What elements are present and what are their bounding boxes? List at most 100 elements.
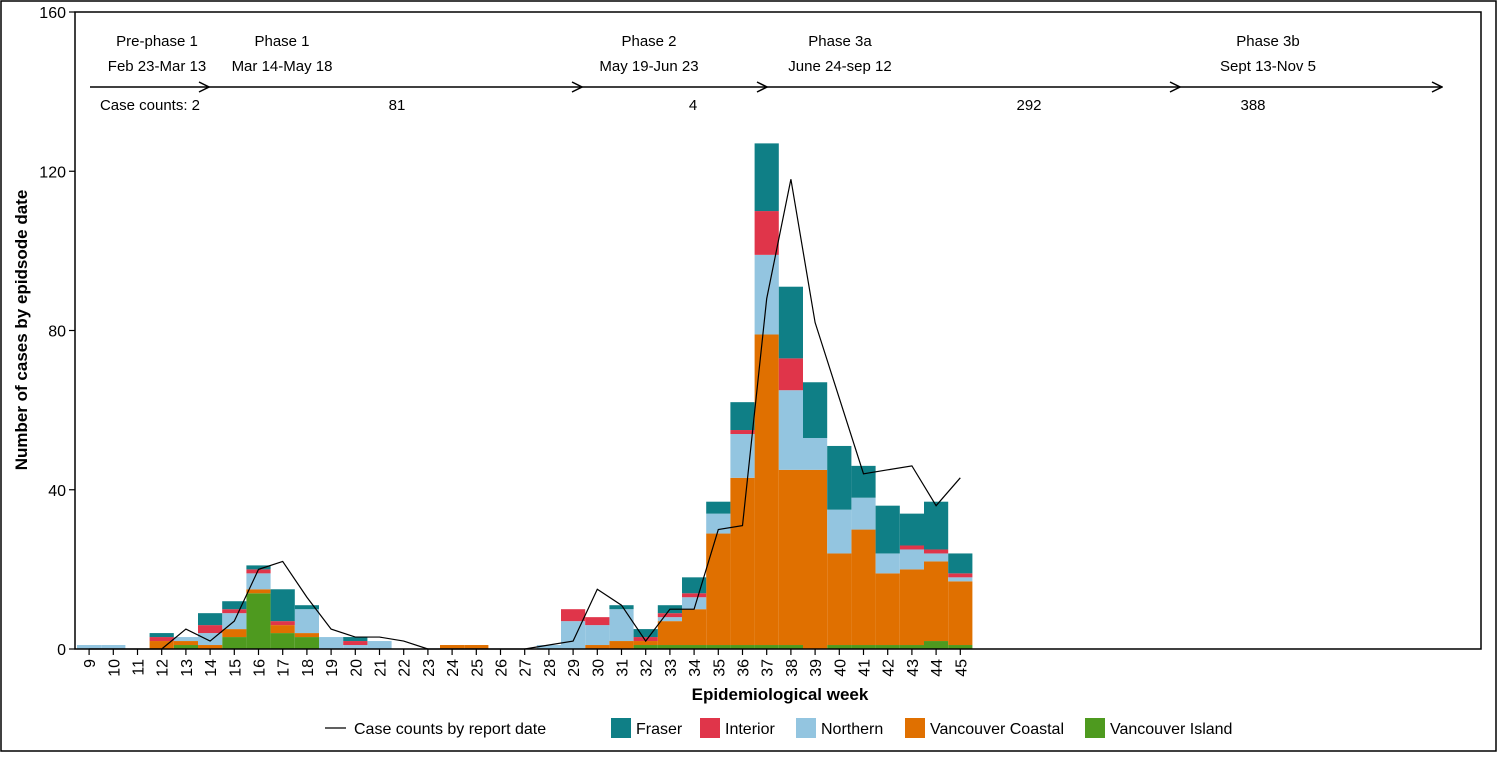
bar-fraser-week-40 [827,445,852,510]
bar-fraser-week-15 [222,601,247,610]
bar-interior-week-33 [657,613,682,618]
x-tick-label-33: 33 [663,659,680,677]
bar-vancouver-coastal-week-15 [222,629,247,638]
x-tick-label-29: 29 [566,659,583,677]
x-tick-label-34: 34 [687,659,704,677]
x-tick-label-27: 27 [518,659,535,677]
legend-key-fraser [611,718,631,738]
bar-northern-week-29 [561,621,586,649]
bar-fraser-week-38 [778,286,803,359]
bar-vancouver-coastal-week-36 [730,477,755,646]
x-tick-label-38: 38 [784,659,801,677]
bar-vancouver-island-week-32 [633,645,658,649]
y-tick-label-160: 160 [39,5,66,22]
bar-fraser-week-44 [924,501,949,550]
x-tick-label-21: 21 [373,659,390,677]
bar-interior-week-15 [222,609,247,614]
bar-fraser-week-43 [899,513,924,546]
y-tick-label-0: 0 [57,642,66,659]
x-tick-label-10: 10 [106,659,123,677]
x-tick-label-16: 16 [252,659,269,677]
bar-vancouver-island-week-37 [754,645,779,649]
bar-vancouver-island-week-38 [778,645,803,649]
phase-count-phase-2: 4 [689,97,697,114]
bar-northern-week-18 [294,609,319,634]
bar-vancouver-island-week-36 [730,645,755,649]
x-tick-label-26: 26 [494,659,511,677]
bar-fraser-week-12 [149,633,174,638]
bar-northern-week-19 [319,637,344,649]
x-tick-label-28: 28 [542,659,559,677]
x-tick-label-24: 24 [445,659,462,677]
bar-vancouver-island-week-42 [875,645,900,649]
x-tick-label-20: 20 [348,659,365,677]
bar-interior-week-30 [585,617,610,626]
x-tick-label-39: 39 [808,659,825,677]
x-tick-label-35: 35 [711,659,728,677]
legend-label-northern: Northern [821,721,883,738]
bar-interior-week-38 [778,358,803,391]
bar-fraser-week-37 [754,143,779,212]
bar-interior-week-43 [899,545,924,550]
bar-vancouver-coastal-week-39 [803,469,828,649]
bar-northern-week-41 [851,497,876,530]
x-tick-label-9: 9 [82,659,99,668]
bar-northern-week-20 [343,645,368,649]
x-tick-label-30: 30 [590,659,607,677]
bar-interior-week-14 [198,625,223,634]
phases-layer: Pre-phase 1 Feb 23-Mar 13 Case counts: 2 Ph… [90,33,1442,114]
bar-vancouver-coastal-week-41 [851,529,876,646]
bar-vancouver-coastal-week-43 [899,569,924,646]
x-tick-label-40: 40 [832,659,849,677]
phase-dates-phase-3b: Sept 13-Nov 5 [1220,58,1316,75]
bar-fraser-week-42 [875,505,900,554]
bar-northern-week-38 [778,390,803,470]
bar-fraser-week-17 [270,589,295,622]
y-axis-title: Number of cases by epidsode date [12,190,31,471]
bar-interior-week-32 [633,637,658,642]
bar-northern-week-45 [948,577,973,582]
bar-vancouver-coastal-week-32 [633,641,658,646]
bar-northern-week-9 [77,645,102,649]
bar-vancouver-coastal-week-33 [657,621,682,646]
bar-vancouver-island-week-33 [657,645,682,649]
legend-key-northern [796,718,816,738]
legend-label-line: Case counts by report date [354,721,546,738]
x-tick-label-37: 37 [760,659,777,677]
phase-name-phase-1: Phase 1 [254,33,309,50]
bar-northern-week-40 [827,509,852,554]
bar-vancouver-coastal-week-14 [198,645,223,649]
y-tick-label-40: 40 [48,483,66,500]
bar-vancouver-coastal-week-45 [948,581,973,646]
bar-vancouver-coastal-week-25 [464,645,489,649]
bar-vancouver-island-week-18 [294,637,319,649]
x-tick-label-15: 15 [227,659,244,677]
x-tick-label-32: 32 [639,659,656,677]
x-tick-label-11: 11 [131,659,148,676]
bar-northern-week-21 [367,641,392,649]
bar-northern-week-31 [609,609,634,642]
x-tick-label-25: 25 [469,659,486,677]
bar-vancouver-island-week-15 [222,637,247,649]
bar-vancouver-island-week-34 [682,645,707,649]
x-tick-label-13: 13 [179,659,196,677]
legend-key-vancouver-coastal [905,718,925,738]
bar-interior-week-34 [682,593,707,598]
x-tick-label-44: 44 [929,659,946,677]
y-tick-label-80: 80 [48,324,66,341]
bar-vancouver-coastal-week-17 [270,625,295,634]
bar-vancouver-island-week-13 [173,645,198,649]
phase-dates-pre-phase-1: Feb 23-Mar 13 [108,58,206,75]
bar-fraser-week-14 [198,613,223,626]
phase-dates-phase-3a: June 24-sep 12 [788,58,891,75]
x-tick-label-14: 14 [203,659,220,677]
phase-name-pre-phase-1: Pre-phase 1 [116,33,198,50]
bar-northern-week-16 [246,573,271,590]
x-tick-label-22: 22 [397,659,414,677]
bar-vancouver-island-week-16 [246,593,271,649]
phase-name-phase-3a: Phase 3a [808,33,872,50]
x-tick-label-42: 42 [881,659,898,677]
bar-northern-week-42 [875,553,900,574]
bar-vancouver-coastal-week-16 [246,589,271,594]
